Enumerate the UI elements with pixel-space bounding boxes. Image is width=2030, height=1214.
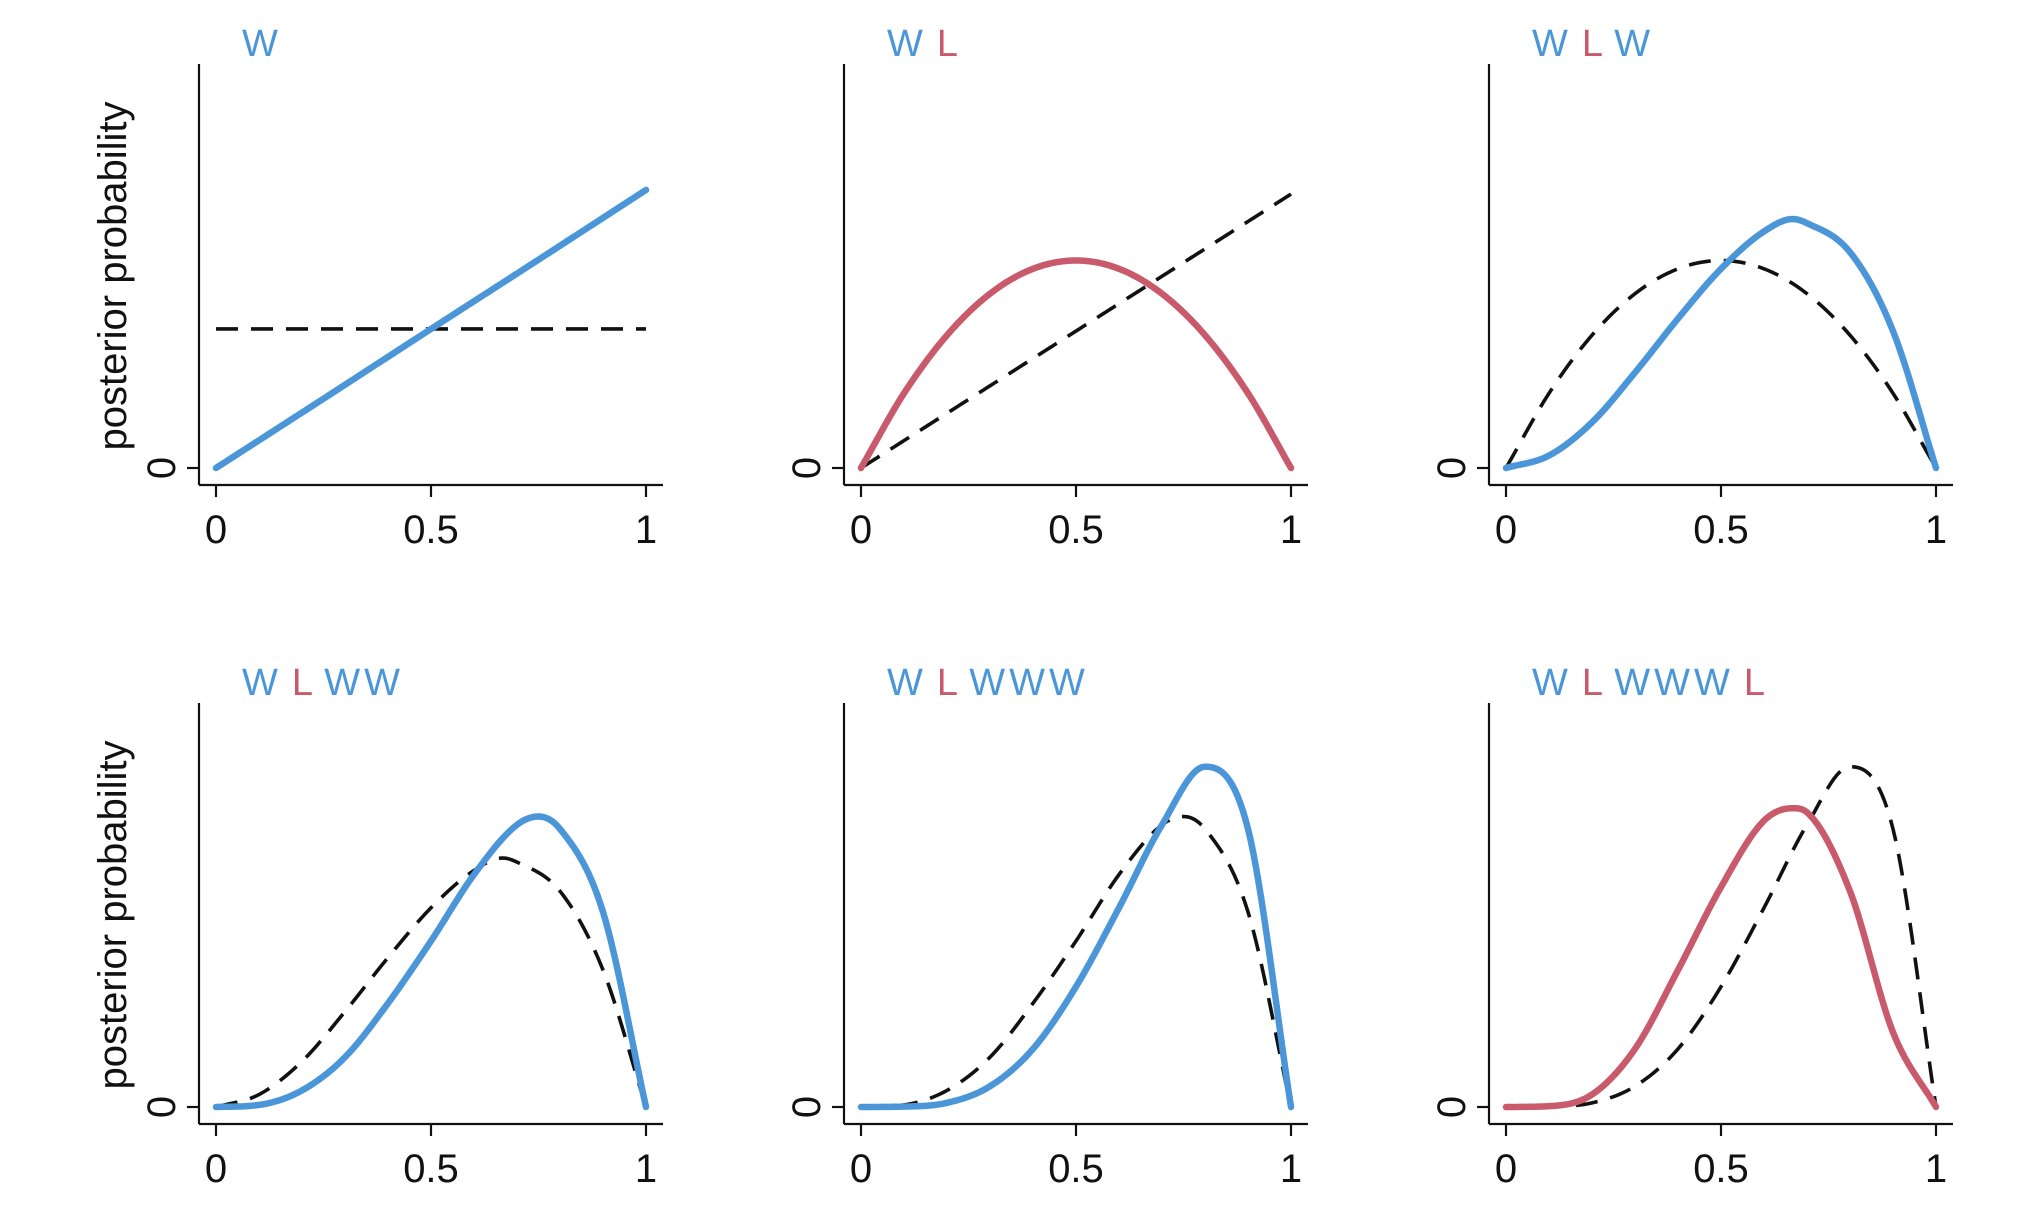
posterior-curve [857, 257, 1295, 472]
x-tick-label: 0.5 [1693, 1147, 1749, 1191]
y-tick-label: 0 [785, 1096, 829, 1118]
sequence-letter-water: W [1532, 662, 1568, 704]
x-tick-label: 0.5 [403, 1147, 459, 1191]
y-tick-label: 0 [140, 1096, 184, 1118]
sequence-letter-land: L [1582, 23, 1602, 65]
sequence-letter-water: W [242, 23, 278, 65]
sequence-title: W [242, 23, 278, 65]
posterior-curve [212, 813, 650, 1111]
y-tick-label: 0 [140, 457, 184, 479]
x-tick-label: 0.5 [1048, 1147, 1104, 1191]
sequence-letter-land: L [937, 23, 958, 65]
sequence-letter-water: W [887, 662, 923, 704]
prior-curve [860, 192, 1292, 470]
sequence-letter-water: W [1614, 662, 1650, 704]
prior-curve [215, 856, 648, 1109]
sequence-letter-land: L [1582, 662, 1602, 704]
x-tick-label: 1 [1925, 1147, 1947, 1191]
panel-6: 0 0.5 10W L W W W L [1430, 662, 1953, 1191]
x-tick-label: 0 [1495, 508, 1517, 552]
sequence-letter-water: W [1049, 662, 1085, 704]
x-tick-label: 1 [1925, 508, 1947, 552]
sequence-letter-water: W [887, 23, 923, 65]
sequence-letter-water: W [1654, 662, 1690, 704]
x-tick-label: 0 [850, 508, 872, 552]
x-tick-label: 1 [1280, 1147, 1302, 1191]
sequence-letter-water: W [969, 662, 1005, 704]
sequence-letter-water: W [1009, 662, 1045, 704]
sequence-letter-water: W [1532, 23, 1568, 65]
x-tick-label: 0 [850, 1147, 872, 1191]
prior-curve [860, 814, 1293, 1109]
x-tick-label: 0.5 [1693, 508, 1749, 552]
posterior-curve [1502, 215, 1940, 472]
sequence-letter-water: W [1694, 662, 1730, 704]
x-tick-label: 0 [1495, 1147, 1517, 1191]
posterior-curve [212, 186, 650, 472]
x-tick-label: 0.5 [403, 508, 459, 552]
sequence-letter-water: W [1614, 23, 1650, 65]
sequence-letter-water: W [324, 662, 360, 704]
sequence-letter-land: L [292, 662, 312, 704]
x-tick-label: 1 [635, 508, 657, 552]
x-tick-label: 0 [205, 1147, 227, 1191]
x-tick-label: 0 [205, 508, 227, 552]
x-tick-label: 1 [635, 1147, 657, 1191]
prior-curve [1505, 764, 1938, 1109]
sequence-letter-water: W [242, 662, 278, 704]
panel-5: 0 0.5 10W L W W W [785, 662, 1308, 1191]
y-tick-label: 0 [1430, 457, 1474, 479]
x-tick-label: 0.5 [1048, 508, 1104, 552]
x-tick-label: 1 [1280, 508, 1302, 552]
sequence-letter-land: L [1744, 662, 1765, 704]
posterior-curve [857, 763, 1295, 1111]
y-axis-label: posterior probability [91, 740, 135, 1089]
sequence-letter-land: L [937, 662, 957, 704]
panel-3: 0 0.5 1 0 W L W [1430, 23, 1953, 552]
y-axis-label: posterior probability [91, 101, 135, 450]
sequence-letter-water: W [364, 662, 400, 704]
posterior-curve [1502, 804, 1940, 1111]
y-tick-label: 0 [785, 457, 829, 479]
y-tick-label: 0 [1430, 1096, 1474, 1118]
panel-2: 0 0.5 1 0 W L [785, 23, 1308, 552]
